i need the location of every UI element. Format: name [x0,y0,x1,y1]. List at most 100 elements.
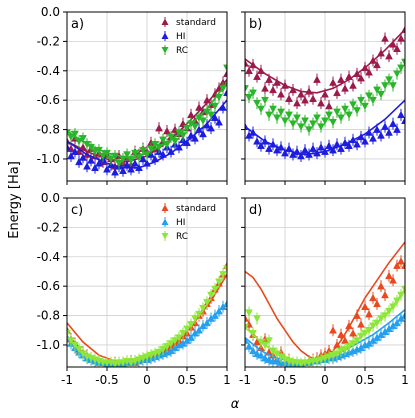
data-point [257,351,265,359]
legend: standard HI RC [161,17,216,56]
data-point [261,84,269,92]
data-point [67,329,71,338]
data-point [293,114,301,122]
data-point [357,332,365,341]
data-point [219,103,227,111]
data-point [369,134,377,142]
data-point [377,131,385,139]
data-point [317,99,325,107]
data-point [365,68,373,76]
data-point [265,144,273,152]
data-point [361,329,369,338]
data-point [257,141,265,149]
data-point [245,342,253,350]
data-point [245,314,249,322]
data-point [219,85,227,93]
data-point [385,128,393,136]
data-point [337,347,345,355]
data-point [131,149,139,158]
data-point [207,111,215,119]
data-point [249,89,257,97]
data-point [75,138,83,146]
data-point [389,82,397,90]
data-point [397,291,405,300]
data-point [401,311,405,319]
series-standard [245,23,405,113]
legend-marker [161,233,169,240]
data-point [195,125,203,133]
data-point [369,96,377,105]
data-point [83,162,91,170]
data-point [115,160,123,168]
data-point [223,69,227,77]
data-point [67,143,71,151]
data-point [215,118,223,126]
data-point [273,78,281,86]
data-point [281,117,289,125]
data-point [297,90,305,98]
data-point [95,159,103,167]
data-point [71,130,79,139]
data-point [305,150,313,158]
data-point [369,56,377,64]
data-point [127,359,135,367]
data-point [139,154,147,163]
data-point [389,276,397,284]
data-point [143,151,151,159]
legend-label: HI [176,32,185,42]
data-point [317,356,325,364]
data-point [195,103,203,111]
data-point [353,337,361,345]
data-point [369,322,377,330]
data-point [313,114,321,122]
y-tick-label: -0.4 [37,250,60,264]
data-point [151,350,159,358]
data-point [211,285,219,294]
data-point [285,111,293,119]
data-point [365,327,373,335]
data-point [393,261,401,269]
legend-label: HI [176,218,185,228]
data-point [191,123,199,131]
data-point [171,138,179,146]
x-tick-label: 0.5 [177,373,196,387]
data-point [297,360,305,367]
x-tick-label: -0.5 [273,373,296,387]
data-point [277,143,285,151]
data-point [223,64,227,72]
data-point [111,360,119,367]
data-point [345,111,353,119]
data-point [373,299,381,308]
data-point [401,261,405,269]
data-point [139,146,147,155]
data-point [389,119,397,127]
data-point [249,128,257,136]
data-point [341,138,349,147]
data-point [245,122,249,130]
data-point [179,132,187,140]
data-point [309,120,317,128]
legend-label: RC [176,232,188,242]
data-point [155,124,163,132]
data-point [401,25,405,33]
data-point [377,315,385,323]
data-point [321,90,329,98]
data-point [123,151,131,159]
data-point [199,304,207,313]
data-point [215,93,223,102]
data-point [135,163,143,172]
data-point [111,168,119,176]
data-point [381,290,389,299]
legend-marker [161,32,169,39]
data-point [301,117,309,125]
data-point [103,149,111,158]
data-point [389,303,397,311]
data-point [305,87,313,95]
data-point [321,147,329,155]
data-point [313,149,321,157]
data-point [223,299,227,308]
data-point [91,163,99,172]
legend-label: RC [176,46,188,56]
data-point [203,121,211,129]
legend-label: standard [176,204,216,214]
